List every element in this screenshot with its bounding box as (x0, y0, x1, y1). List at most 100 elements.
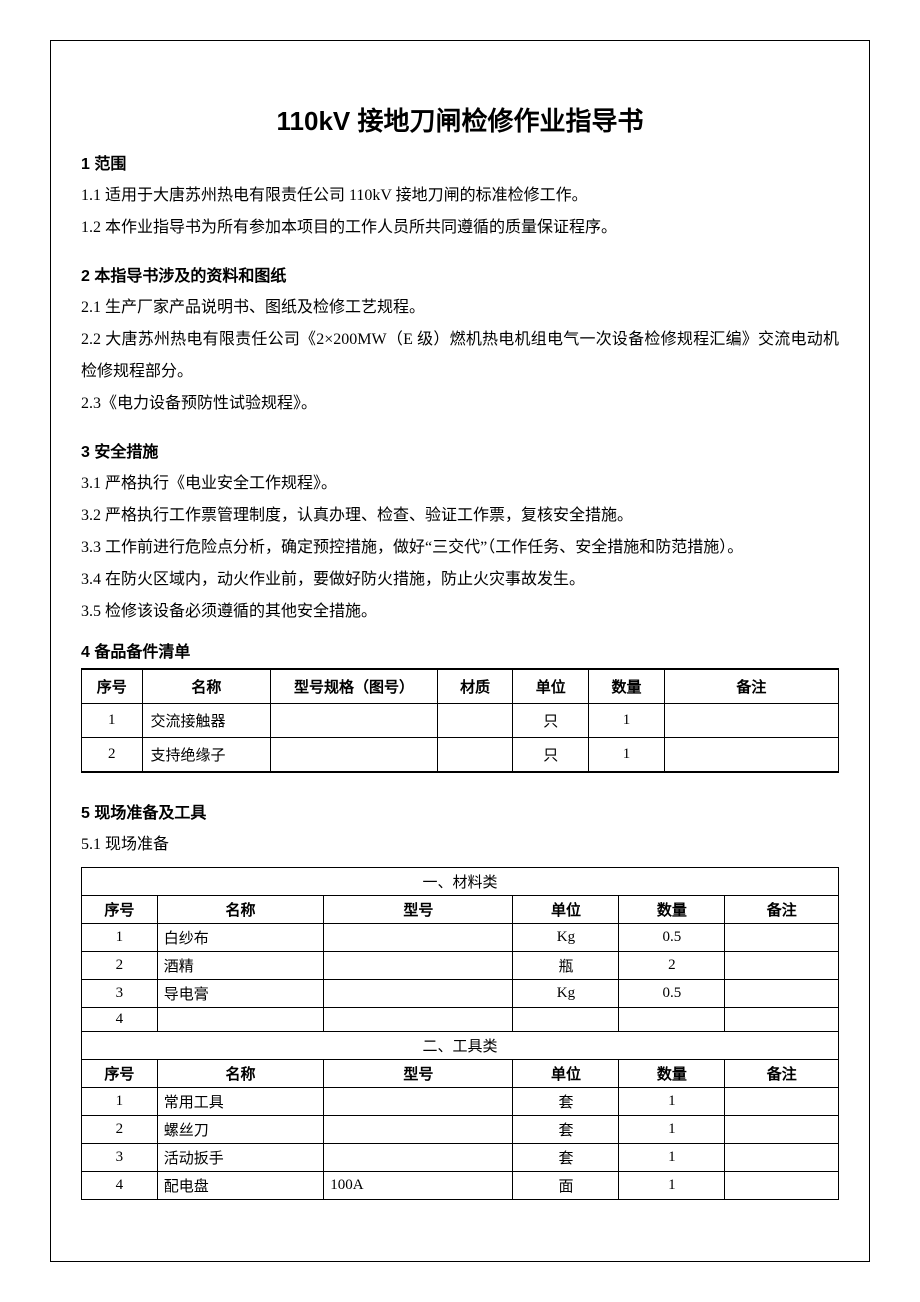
cell (725, 1116, 839, 1144)
cell (664, 738, 838, 773)
col-no: 序号 (82, 669, 143, 704)
cell: 只 (513, 738, 589, 773)
cell: 导电膏 (157, 980, 324, 1008)
cell (271, 704, 438, 738)
cell (725, 924, 839, 952)
cell (725, 1144, 839, 1172)
col-qty: 数量 (619, 1060, 725, 1088)
cell (437, 704, 513, 738)
table-row: 2 酒精 瓶 2 (82, 952, 839, 980)
cell (725, 1172, 839, 1200)
table-row: 3 活动扳手 套 1 (82, 1144, 839, 1172)
table-header-row: 序号 名称 型号 单位 数量 备注 (82, 1060, 839, 1088)
cell (725, 952, 839, 980)
cell: 0.5 (619, 980, 725, 1008)
section-5-heading: 5 现场准备及工具 (81, 799, 839, 823)
section-4-heading: 4 备品备件清单 (81, 638, 839, 662)
cell: 2 (82, 952, 158, 980)
table-row: 1 常用工具 套 1 (82, 1088, 839, 1116)
cell (725, 1008, 839, 1032)
table-row: 2 螺丝刀 套 1 (82, 1116, 839, 1144)
cell: 1 (619, 1116, 725, 1144)
col-model: 型号 (324, 1060, 513, 1088)
cell (324, 1008, 513, 1032)
cell: 面 (513, 1172, 619, 1200)
cell: 活动扳手 (157, 1144, 324, 1172)
cell: 2 (619, 952, 725, 980)
cell: 1 (619, 1172, 725, 1200)
section-2-heading: 2 本指导书涉及的资料和图纸 (81, 262, 839, 286)
cell (324, 1144, 513, 1172)
col-material: 材质 (437, 669, 513, 704)
table-row: 3 导电膏 Kg 0.5 (82, 980, 839, 1008)
cell: 1 (589, 738, 665, 773)
cell: 2 (82, 1116, 158, 1144)
table-row: 4 配电盘 100A 面 1 (82, 1172, 839, 1200)
col-remark: 备注 (664, 669, 838, 704)
para-2-3: 2.3《电力设备预防性试验规程》。 (81, 388, 839, 420)
col-unit: 单位 (513, 896, 619, 924)
para-2-2: 2.2 大唐苏州热电有限责任公司《2×200MW（E 级）燃机热电机组电气一次设… (81, 324, 839, 388)
cell: 白纱布 (157, 924, 324, 952)
table-row: 1 白纱布 Kg 0.5 (82, 924, 839, 952)
doc-title: 110kV 接地刀闸检修作业指导书 (81, 101, 839, 138)
col-qty: 数量 (589, 669, 665, 704)
col-model: 型号 (324, 896, 513, 924)
cell: 交流接触器 (142, 704, 271, 738)
cell: 1 (619, 1144, 725, 1172)
cell: 支持绝缘子 (142, 738, 271, 773)
cell (324, 924, 513, 952)
cell: 4 (82, 1008, 158, 1032)
table-header-row: 序号 名称 型号 单位 数量 备注 (82, 896, 839, 924)
cell: 1 (82, 1088, 158, 1116)
para-1-2: 1.2 本作业指导书为所有参加本项目的工作人员所共同遵循的质量保证程序。 (81, 212, 839, 244)
cell: 4 (82, 1172, 158, 1200)
table-row: 2 支持绝缘子 只 1 (82, 738, 839, 773)
cell (324, 980, 513, 1008)
cell: 配电盘 (157, 1172, 324, 1200)
col-name: 名称 (142, 669, 271, 704)
para-3-5: 3.5 检修该设备必须遵循的其他安全措施。 (81, 596, 839, 628)
prep-table: 一、材料类 序号 名称 型号 单位 数量 备注 1 白纱布 Kg 0.5 2 酒… (81, 867, 839, 1200)
col-name: 名称 (157, 1060, 324, 1088)
para-3-3: 3.3 工作前进行危险点分析，确定预控措施，做好“三交代”（工作任务、安全措施和… (81, 532, 839, 564)
para-1-1: 1.1 适用于大唐苏州热电有限责任公司 110kV 接地刀闸的标准检修工作。 (81, 180, 839, 212)
cell: 套 (513, 1144, 619, 1172)
category-label: 一、材料类 (82, 868, 839, 896)
col-qty: 数量 (619, 896, 725, 924)
cell (725, 980, 839, 1008)
table-row: 4 (82, 1008, 839, 1032)
col-unit: 单位 (513, 1060, 619, 1088)
table-row: 1 交流接触器 只 1 (82, 704, 839, 738)
cell: 1 (589, 704, 665, 738)
cell: 瓶 (513, 952, 619, 980)
col-remark: 备注 (725, 1060, 839, 1088)
page-border: 110kV 接地刀闸检修作业指导书 1 范围 1.1 适用于大唐苏州热电有限责任… (50, 40, 870, 1262)
cell: 1 (82, 704, 143, 738)
category-label: 二、工具类 (82, 1032, 839, 1060)
cell (324, 1116, 513, 1144)
cell (513, 1008, 619, 1032)
para-2-1: 2.1 生产厂家产品说明书、图纸及检修工艺规程。 (81, 292, 839, 324)
cell: 酒精 (157, 952, 324, 980)
spare-parts-table: 序号 名称 型号规格（图号） 材质 单位 数量 备注 1 交流接触器 只 1 2… (81, 668, 839, 773)
col-spec: 型号规格（图号） (271, 669, 438, 704)
cell: Kg (513, 980, 619, 1008)
cell: 3 (82, 1144, 158, 1172)
cell (271, 738, 438, 773)
section-3-heading: 3 安全措施 (81, 438, 839, 462)
cell: 套 (513, 1088, 619, 1116)
cell (437, 738, 513, 773)
category-row-materials: 一、材料类 (82, 868, 839, 896)
para-3-4: 3.4 在防火区域内，动火作业前，要做好防火措施，防止火灾事故发生。 (81, 564, 839, 596)
cell: 常用工具 (157, 1088, 324, 1116)
cell (324, 952, 513, 980)
cell: Kg (513, 924, 619, 952)
cell: 1 (82, 924, 158, 952)
cell: 1 (619, 1088, 725, 1116)
col-unit: 单位 (513, 669, 589, 704)
col-no: 序号 (82, 896, 158, 924)
para-3-2: 3.2 严格执行工作票管理制度，认真办理、检查、验证工作票，复核安全措施。 (81, 500, 839, 532)
cell: 0.5 (619, 924, 725, 952)
cell: 2 (82, 738, 143, 773)
